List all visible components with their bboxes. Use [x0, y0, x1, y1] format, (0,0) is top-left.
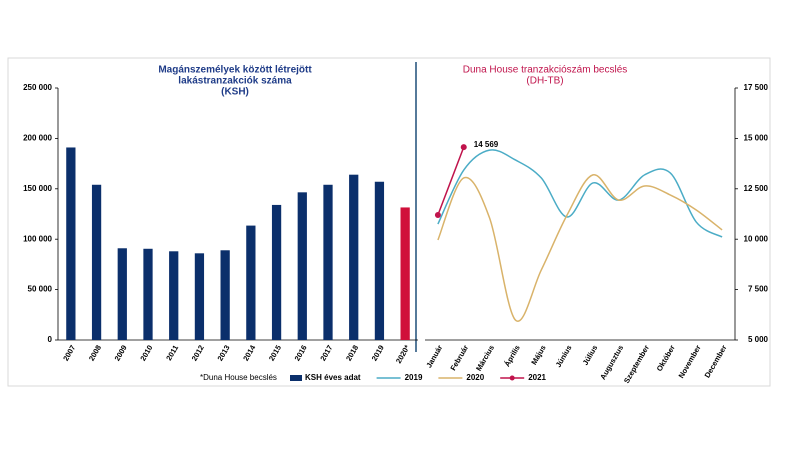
- x-tick-label: 2011: [164, 343, 180, 362]
- bar: [117, 248, 127, 340]
- x-tick-label: 2020*: [394, 343, 412, 365]
- y-tick-label: 200 000: [23, 134, 52, 143]
- y-tick-label: 12 500: [744, 184, 769, 193]
- y-tick-label: 5 000: [748, 335, 769, 344]
- bar: [374, 181, 385, 340]
- x-tick-label: Június: [554, 343, 574, 368]
- line-series: [437, 146, 465, 216]
- legend-label: 2019: [405, 373, 423, 382]
- chart-title: Magánszemélyek között létrejött: [158, 65, 312, 76]
- legend-label: KSH éves adat: [305, 373, 361, 382]
- x-tick-label: November: [677, 343, 703, 379]
- y-tick-label: 10 000: [744, 234, 769, 243]
- bar: [194, 253, 205, 340]
- x-tick-label: Április: [502, 343, 521, 368]
- bar: [169, 251, 179, 340]
- bar: [400, 207, 410, 340]
- x-tick-label: 2008: [87, 343, 103, 362]
- bar: [246, 225, 256, 340]
- x-tick-label: 2016: [293, 343, 309, 362]
- bar: [297, 192, 307, 340]
- y-tick-label: 7 500: [748, 285, 769, 294]
- note: *Duna House becslés: [200, 373, 277, 382]
- bar: [349, 174, 359, 340]
- bar: [91, 184, 102, 340]
- x-tick-label: 2015: [267, 343, 283, 362]
- legend-label: 2020: [466, 373, 484, 382]
- x-tick-label: Október: [655, 343, 677, 372]
- chart-title: (KSH): [221, 87, 249, 98]
- x-tick-label: Február: [448, 343, 470, 372]
- chart-title: Duna House tranzakciószám becslés: [463, 65, 628, 76]
- legend-label: 2021: [528, 373, 546, 382]
- x-tick-label: Január: [424, 343, 444, 369]
- line-series: [437, 149, 723, 238]
- legend-marker: [509, 375, 515, 381]
- x-tick-label: 2010: [138, 343, 154, 362]
- bar: [271, 204, 282, 340]
- y-tick-label: 250 000: [23, 83, 52, 92]
- bar: [66, 147, 76, 340]
- line-series: [437, 174, 723, 322]
- x-tick-label: Augusztus: [598, 343, 625, 381]
- chart-title: lakástranzakciók száma: [178, 76, 292, 87]
- x-tick-label: 2007: [61, 343, 77, 362]
- y-tick-label: 15 000: [744, 134, 769, 143]
- frame: [7, 57, 771, 387]
- y-tick-label: 150 000: [23, 184, 52, 193]
- x-tick-label: 2019: [370, 343, 386, 362]
- legend-swatch: [290, 375, 302, 381]
- y-tick-label: 50 000: [28, 285, 53, 294]
- x-tick-label: 2017: [318, 343, 334, 362]
- x-tick-label: 2018: [344, 343, 360, 362]
- x-tick-label: 2013: [215, 343, 231, 362]
- y-tick-label: 0: [48, 335, 53, 344]
- marker: [460, 144, 467, 151]
- bar: [323, 184, 333, 340]
- x-tick-label: Szeptember: [622, 343, 651, 384]
- chart-title: (DH-TB): [526, 76, 563, 87]
- x-tick-label: Május: [529, 343, 547, 366]
- y-tick-label: 100 000: [23, 234, 52, 243]
- bar: [220, 250, 230, 340]
- x-tick-label: Július: [581, 343, 600, 366]
- marker: [434, 212, 441, 219]
- bar: [143, 248, 153, 340]
- x-tick-label: 2014: [241, 343, 258, 363]
- x-tick-label: 2009: [113, 343, 129, 362]
- x-tick-label: December: [703, 343, 729, 379]
- data-label: 14 569: [474, 140, 499, 149]
- x-tick-label: 2012: [190, 343, 206, 362]
- y-tick-label: 17 500: [744, 83, 769, 92]
- x-tick-label: Március: [474, 343, 496, 372]
